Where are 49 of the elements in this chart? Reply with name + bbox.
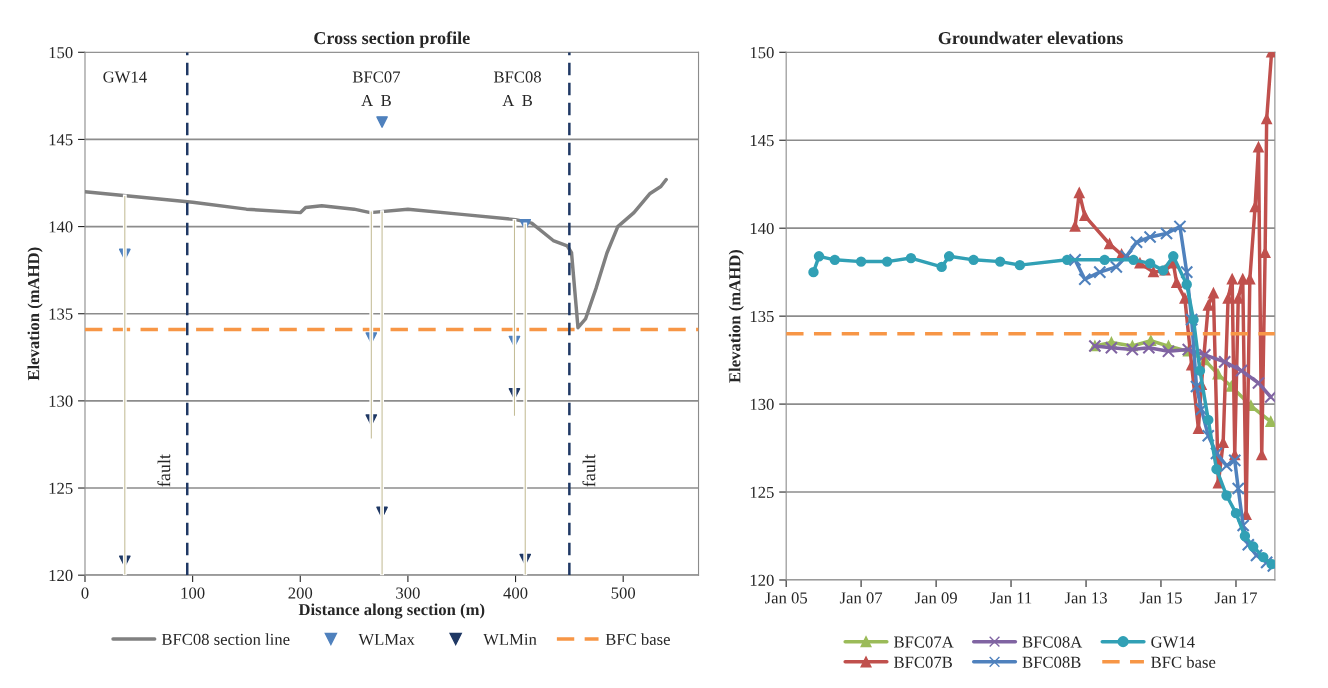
y-tick-label: 125 <box>750 486 774 498</box>
y-tick-label: 150 <box>750 46 774 59</box>
y-tick-label: 150 <box>49 46 73 59</box>
legend-label: GW14 <box>1151 636 1195 648</box>
y-tick-label: 135 <box>49 308 73 320</box>
x-tick-label: Jan 07 <box>839 592 883 604</box>
y-tick-label: 140 <box>750 222 774 235</box>
y-tick-label: 140 <box>49 221 73 233</box>
x-tick-label: 400 <box>503 587 528 599</box>
chart-title: Cross section profile <box>314 31 470 48</box>
legend-label: BFC base <box>605 633 670 646</box>
y-axis-title: Elevation (mAHD) <box>27 247 43 381</box>
legend-label: WLMin <box>483 633 537 646</box>
legend-label: BFC base <box>1151 656 1216 668</box>
y-tick-label: 135 <box>750 310 774 323</box>
legend-label: WLMax <box>358 633 415 646</box>
y-tick-label: 130 <box>750 398 774 411</box>
x-tick-label: Jan 13 <box>1064 592 1107 604</box>
annotation: BFC07 <box>352 71 401 83</box>
legend-label: BFC08B <box>1022 656 1081 668</box>
x-tick-label: Jan 15 <box>1139 592 1182 604</box>
x-tick-label: 300 <box>396 587 420 599</box>
ref-line-label: fault <box>582 454 596 487</box>
legend-label: BFC08A <box>1022 636 1083 648</box>
x-tick-label: 100 <box>181 587 205 599</box>
x-axis-title: Distance along section (m) <box>298 603 485 619</box>
annotation: GW14 <box>103 71 147 83</box>
y-tick-label: 130 <box>49 395 73 407</box>
y-tick-label: 145 <box>49 134 73 146</box>
y-tick-label: 120 <box>49 569 73 582</box>
annotation: A B <box>502 94 532 107</box>
x-tick-label: Jan 17 <box>1214 592 1258 604</box>
x-tick-label: 0 <box>81 587 89 599</box>
x-tick-label: 200 <box>288 587 313 599</box>
y-tick-label: 125 <box>49 482 73 494</box>
ref-line-label: fault <box>157 454 171 487</box>
chart-title: Groundwater elevations <box>938 31 1123 45</box>
x-tick-label: Jan 09 <box>914 592 957 604</box>
annotation: A B <box>361 94 391 107</box>
x-tick-label: 500 <box>611 587 636 599</box>
x-tick-label: Jan 05 <box>765 592 808 604</box>
x-tick-label: Jan 11 <box>990 592 1032 604</box>
y-axis-title: Elevation (mAHD) <box>728 249 744 383</box>
y-tick-label: 145 <box>750 135 774 147</box>
legend-label: BFC07A <box>893 636 954 648</box>
legend-label: BFC07B <box>893 656 952 668</box>
y-tick-label: 120 <box>750 574 774 586</box>
annotation: BFC08 <box>493 71 541 83</box>
legend-label: BFC08 section line <box>161 633 290 646</box>
